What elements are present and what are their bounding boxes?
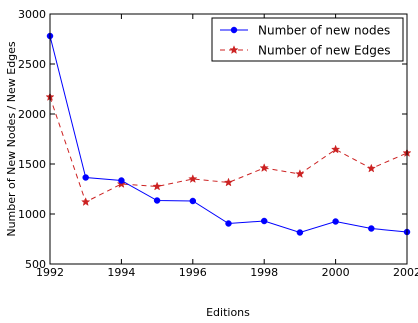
y-axis-label: Number of New Nodes / New Edges bbox=[5, 41, 18, 237]
x-tick-label: 1998 bbox=[250, 266, 278, 279]
series-1-point bbox=[225, 220, 232, 227]
plot-frame bbox=[49, 13, 408, 265]
series-2-point bbox=[295, 169, 305, 178]
series-2-point bbox=[366, 163, 376, 173]
series-2-point bbox=[330, 144, 341, 154]
x-tick-label: 2002 bbox=[393, 266, 418, 279]
x-tick-label: 1992 bbox=[36, 266, 64, 279]
y-tick-label: 500 bbox=[25, 258, 46, 271]
series-1-point bbox=[82, 174, 89, 181]
y-tick-label: 2000 bbox=[18, 108, 46, 121]
legend-marker bbox=[230, 26, 238, 34]
series-1-point bbox=[153, 197, 161, 204]
y-tick-label: 1000 bbox=[18, 208, 46, 221]
legend-marker bbox=[229, 45, 239, 54]
series-2-point bbox=[188, 174, 198, 183]
x-tick-label: 2000 bbox=[322, 266, 350, 279]
y-tick-label: 3000 bbox=[18, 8, 46, 21]
series-2-line bbox=[49, 96, 408, 203]
series-1-point bbox=[368, 225, 375, 232]
series-1-point bbox=[118, 177, 125, 184]
y-tick-label: 1500 bbox=[18, 158, 46, 171]
legend-label: Number of new nodes bbox=[258, 24, 390, 38]
legend: Number of new nodes Number of new Edges bbox=[211, 17, 404, 62]
series-2 bbox=[45, 92, 412, 206]
legend-box bbox=[211, 17, 404, 62]
series-1-point bbox=[260, 217, 268, 225]
y-tick-label: 2500 bbox=[18, 58, 46, 71]
series-1 bbox=[46, 32, 411, 236]
series-2-point bbox=[152, 181, 162, 191]
series-2-point bbox=[81, 197, 91, 206]
series-1-point bbox=[332, 218, 339, 225]
series-1-point bbox=[189, 197, 197, 205]
series-2-point bbox=[259, 163, 269, 172]
series-1-line bbox=[49, 35, 408, 234]
x-axis-label: Editions bbox=[206, 306, 250, 319]
series-2-point bbox=[223, 177, 234, 187]
legend-label: Number of new Edges bbox=[258, 44, 390, 58]
x-tick-label: 1996 bbox=[179, 266, 207, 279]
x-tick-label: 1994 bbox=[107, 266, 135, 279]
series-1-point bbox=[296, 229, 304, 236]
